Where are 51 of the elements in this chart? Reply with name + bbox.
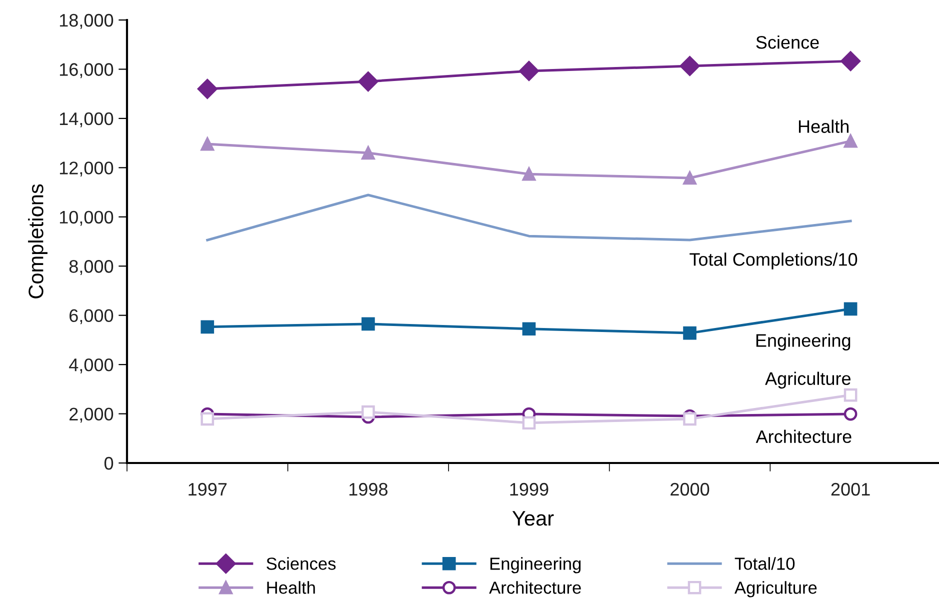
line-series [206,194,852,242]
point [522,322,536,336]
annotation: Agriculture [765,372,851,389]
point [522,167,536,181]
point [844,388,858,402]
point [362,317,375,331]
point [200,137,214,151]
annotation: Total Completions/10 [690,252,858,270]
legend-label: Architecture [489,581,581,594]
point [683,412,696,426]
point [197,78,218,99]
point [200,320,214,334]
legend-label: Total/10 [734,557,795,570]
point [844,407,858,421]
point [683,171,696,185]
annotation: Science [756,36,819,49]
point [844,134,858,148]
y-tick-label: 10,000 [60,210,114,226]
point [200,412,214,426]
x-tick-label: 2000 [670,482,710,496]
y-tick-label: 6,000 [70,309,114,324]
legend-label: Sciences [266,557,336,570]
point [844,302,858,316]
point [680,56,700,76]
y-tick-label: 4,000 [69,358,114,374]
point [683,326,696,340]
y-tick-label: 12,000 [60,162,114,177]
x-tick-label: 1997 [188,482,227,496]
y-tick-label: 16,000 [60,63,114,78]
legend-label: Health [267,581,315,594]
y-tick-label: 14,000 [60,112,114,128]
annotation: Health [798,120,849,133]
x-tick-label: 2001 [831,482,870,496]
x-tick-label: 1998 [349,482,388,496]
y-tick-label: 18,000 [60,14,114,29]
point [522,416,536,430]
legend-label: Agriculture [734,581,817,598]
point [519,60,539,81]
point [840,51,861,72]
point [358,72,378,92]
point [362,146,375,160]
y-axis-title: Completions [28,184,48,298]
y-tick-label: 8,000 [69,260,114,275]
legend-label: Engineering [490,557,581,574]
y-tick-label: 0 [104,456,114,470]
x-tick-label: 1999 [510,482,548,496]
y-tick-label: 2,000 [70,408,114,423]
annotation: Architecture [756,430,852,444]
annotation: Engineering [756,334,850,350]
point [362,405,375,419]
x-axis-title: Year [512,511,554,526]
